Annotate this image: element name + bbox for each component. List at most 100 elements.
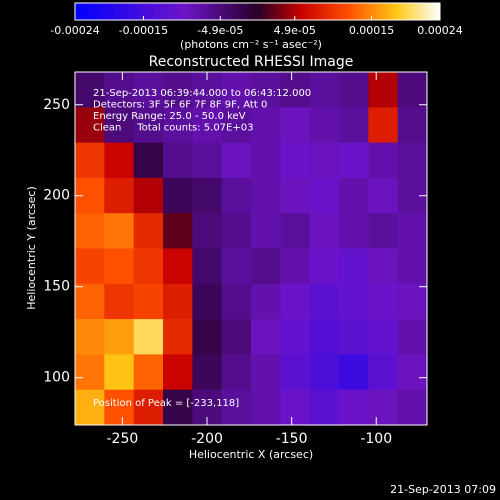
heatmap-cell — [397, 389, 428, 426]
heatmap-cell — [397, 283, 428, 320]
colorbar-swatch — [141, 3, 146, 20]
colorbar-swatch — [430, 3, 435, 20]
colorbar-swatch — [421, 3, 426, 20]
heatmap-cell — [251, 107, 281, 144]
heatmap-cell — [221, 354, 252, 391]
heatmap-cell — [75, 389, 105, 426]
colorbar-swatch — [333, 3, 338, 20]
heatmap-cell — [221, 319, 252, 355]
heatmap-cell — [397, 354, 428, 391]
colorbar-swatch — [385, 3, 389, 20]
colorbar-swatch — [272, 3, 277, 20]
colorbar-swatch — [205, 3, 210, 20]
heatmap-cell — [75, 213, 105, 249]
colorbar-swatch — [190, 3, 195, 20]
x-tick-label: -200 — [191, 431, 223, 447]
colorbar-swatch — [357, 3, 362, 20]
colorbar-swatch — [181, 3, 185, 20]
heatmap-cell — [133, 107, 164, 144]
heatmap-cell — [104, 142, 135, 179]
annotation: Energy Range: 25.0 - 50.0 keV — [93, 111, 246, 122]
colorbar-swatch — [233, 3, 237, 20]
heatmap-cell — [339, 177, 369, 214]
colorbar-swatch — [300, 3, 304, 20]
colorbar-swatch — [269, 3, 274, 20]
heatmap-cell — [221, 248, 252, 285]
colorbar-swatch — [129, 3, 134, 20]
heatmap-cell — [221, 283, 252, 320]
heatmap-cell — [251, 213, 281, 249]
colorbar-swatch — [345, 3, 350, 20]
colorbar-swatch — [327, 3, 331, 20]
colorbar-swatch — [339, 3, 344, 20]
colorbar-swatch — [278, 3, 283, 20]
colorbar-swatch — [211, 3, 216, 20]
colorbar-swatch — [245, 3, 249, 20]
colorbar-swatch — [151, 3, 155, 20]
heatmap-cell — [339, 319, 369, 355]
colorbar-swatch — [163, 3, 167, 20]
colorbar-swatch — [354, 3, 359, 20]
heatmap-cell — [221, 213, 252, 249]
colorbar-swatch — [303, 3, 307, 20]
heatmap-cell — [397, 248, 428, 285]
heatmap-cell — [368, 72, 399, 108]
heatmap-cell — [280, 213, 311, 249]
heatmap-cell — [397, 107, 428, 144]
heatmap-cell — [309, 177, 340, 214]
colorbar-swatch — [275, 3, 280, 20]
colorbar-swatch — [135, 3, 140, 20]
heatmap-cell — [368, 213, 399, 249]
heatmap-cell — [133, 319, 164, 355]
colorbar-swatch — [263, 3, 268, 20]
heatmap-cell — [75, 107, 105, 144]
heatmap-cell — [133, 283, 164, 320]
colorbar-swatch — [342, 3, 347, 20]
colorbar-swatch — [96, 3, 100, 20]
heatmap-cell — [163, 283, 193, 320]
colorbar-swatch — [394, 3, 398, 20]
heatmap-cell — [251, 248, 281, 285]
heatmap-cell — [104, 177, 135, 214]
colorbar-swatch — [436, 3, 441, 20]
colorbar-swatch — [367, 3, 371, 20]
colorbar-swatch — [138, 3, 143, 20]
colorbar-swatch — [315, 3, 319, 20]
colorbar-swatch — [330, 3, 335, 20]
heatmap-cell — [368, 283, 399, 320]
colorbar-swatch — [400, 3, 404, 20]
colorbar-swatch — [412, 3, 417, 20]
colorbar-swatch — [157, 3, 161, 20]
colorbar-swatch — [111, 3, 116, 20]
heatmap-cell — [309, 354, 340, 391]
colorbar-swatch — [178, 3, 182, 20]
heatmap-cell — [309, 72, 340, 108]
heatmap-cell — [397, 142, 428, 179]
colorbar-swatch — [376, 3, 380, 20]
colorbar-swatch — [84, 3, 88, 20]
y-tick-label: 100 — [43, 370, 70, 386]
heatmap-cell — [133, 213, 164, 249]
heatmap-cell — [251, 283, 281, 320]
colorbar-swatch — [214, 3, 219, 20]
colorbar-swatch — [309, 3, 313, 20]
colorbar-swatch — [196, 3, 201, 20]
colorbar-tick-label: 4.9e-05 — [274, 24, 316, 37]
heatmap-cell — [133, 389, 164, 426]
colorbar-swatch — [78, 3, 82, 20]
heatmap-cell — [133, 354, 164, 391]
heatmap-cell — [192, 213, 223, 249]
heatmap-cell — [192, 177, 223, 214]
heatmap-cell — [309, 389, 340, 426]
colorbar-swatch — [297, 3, 301, 20]
x-axis-label: Heliocentric X (arcsec) — [189, 448, 313, 461]
colorbar-swatch — [281, 3, 286, 20]
heatmap-cell — [368, 248, 399, 285]
heatmap-cell — [104, 319, 135, 355]
peak-label: Position of Peak = [-233,118] — [93, 398, 239, 409]
colorbar-tick-label: -0.00015 — [119, 24, 168, 37]
colorbar-swatch — [208, 3, 213, 20]
colorbar-swatch — [403, 3, 408, 20]
heatmap-cell — [221, 142, 252, 179]
heatmap-cell — [368, 354, 399, 391]
